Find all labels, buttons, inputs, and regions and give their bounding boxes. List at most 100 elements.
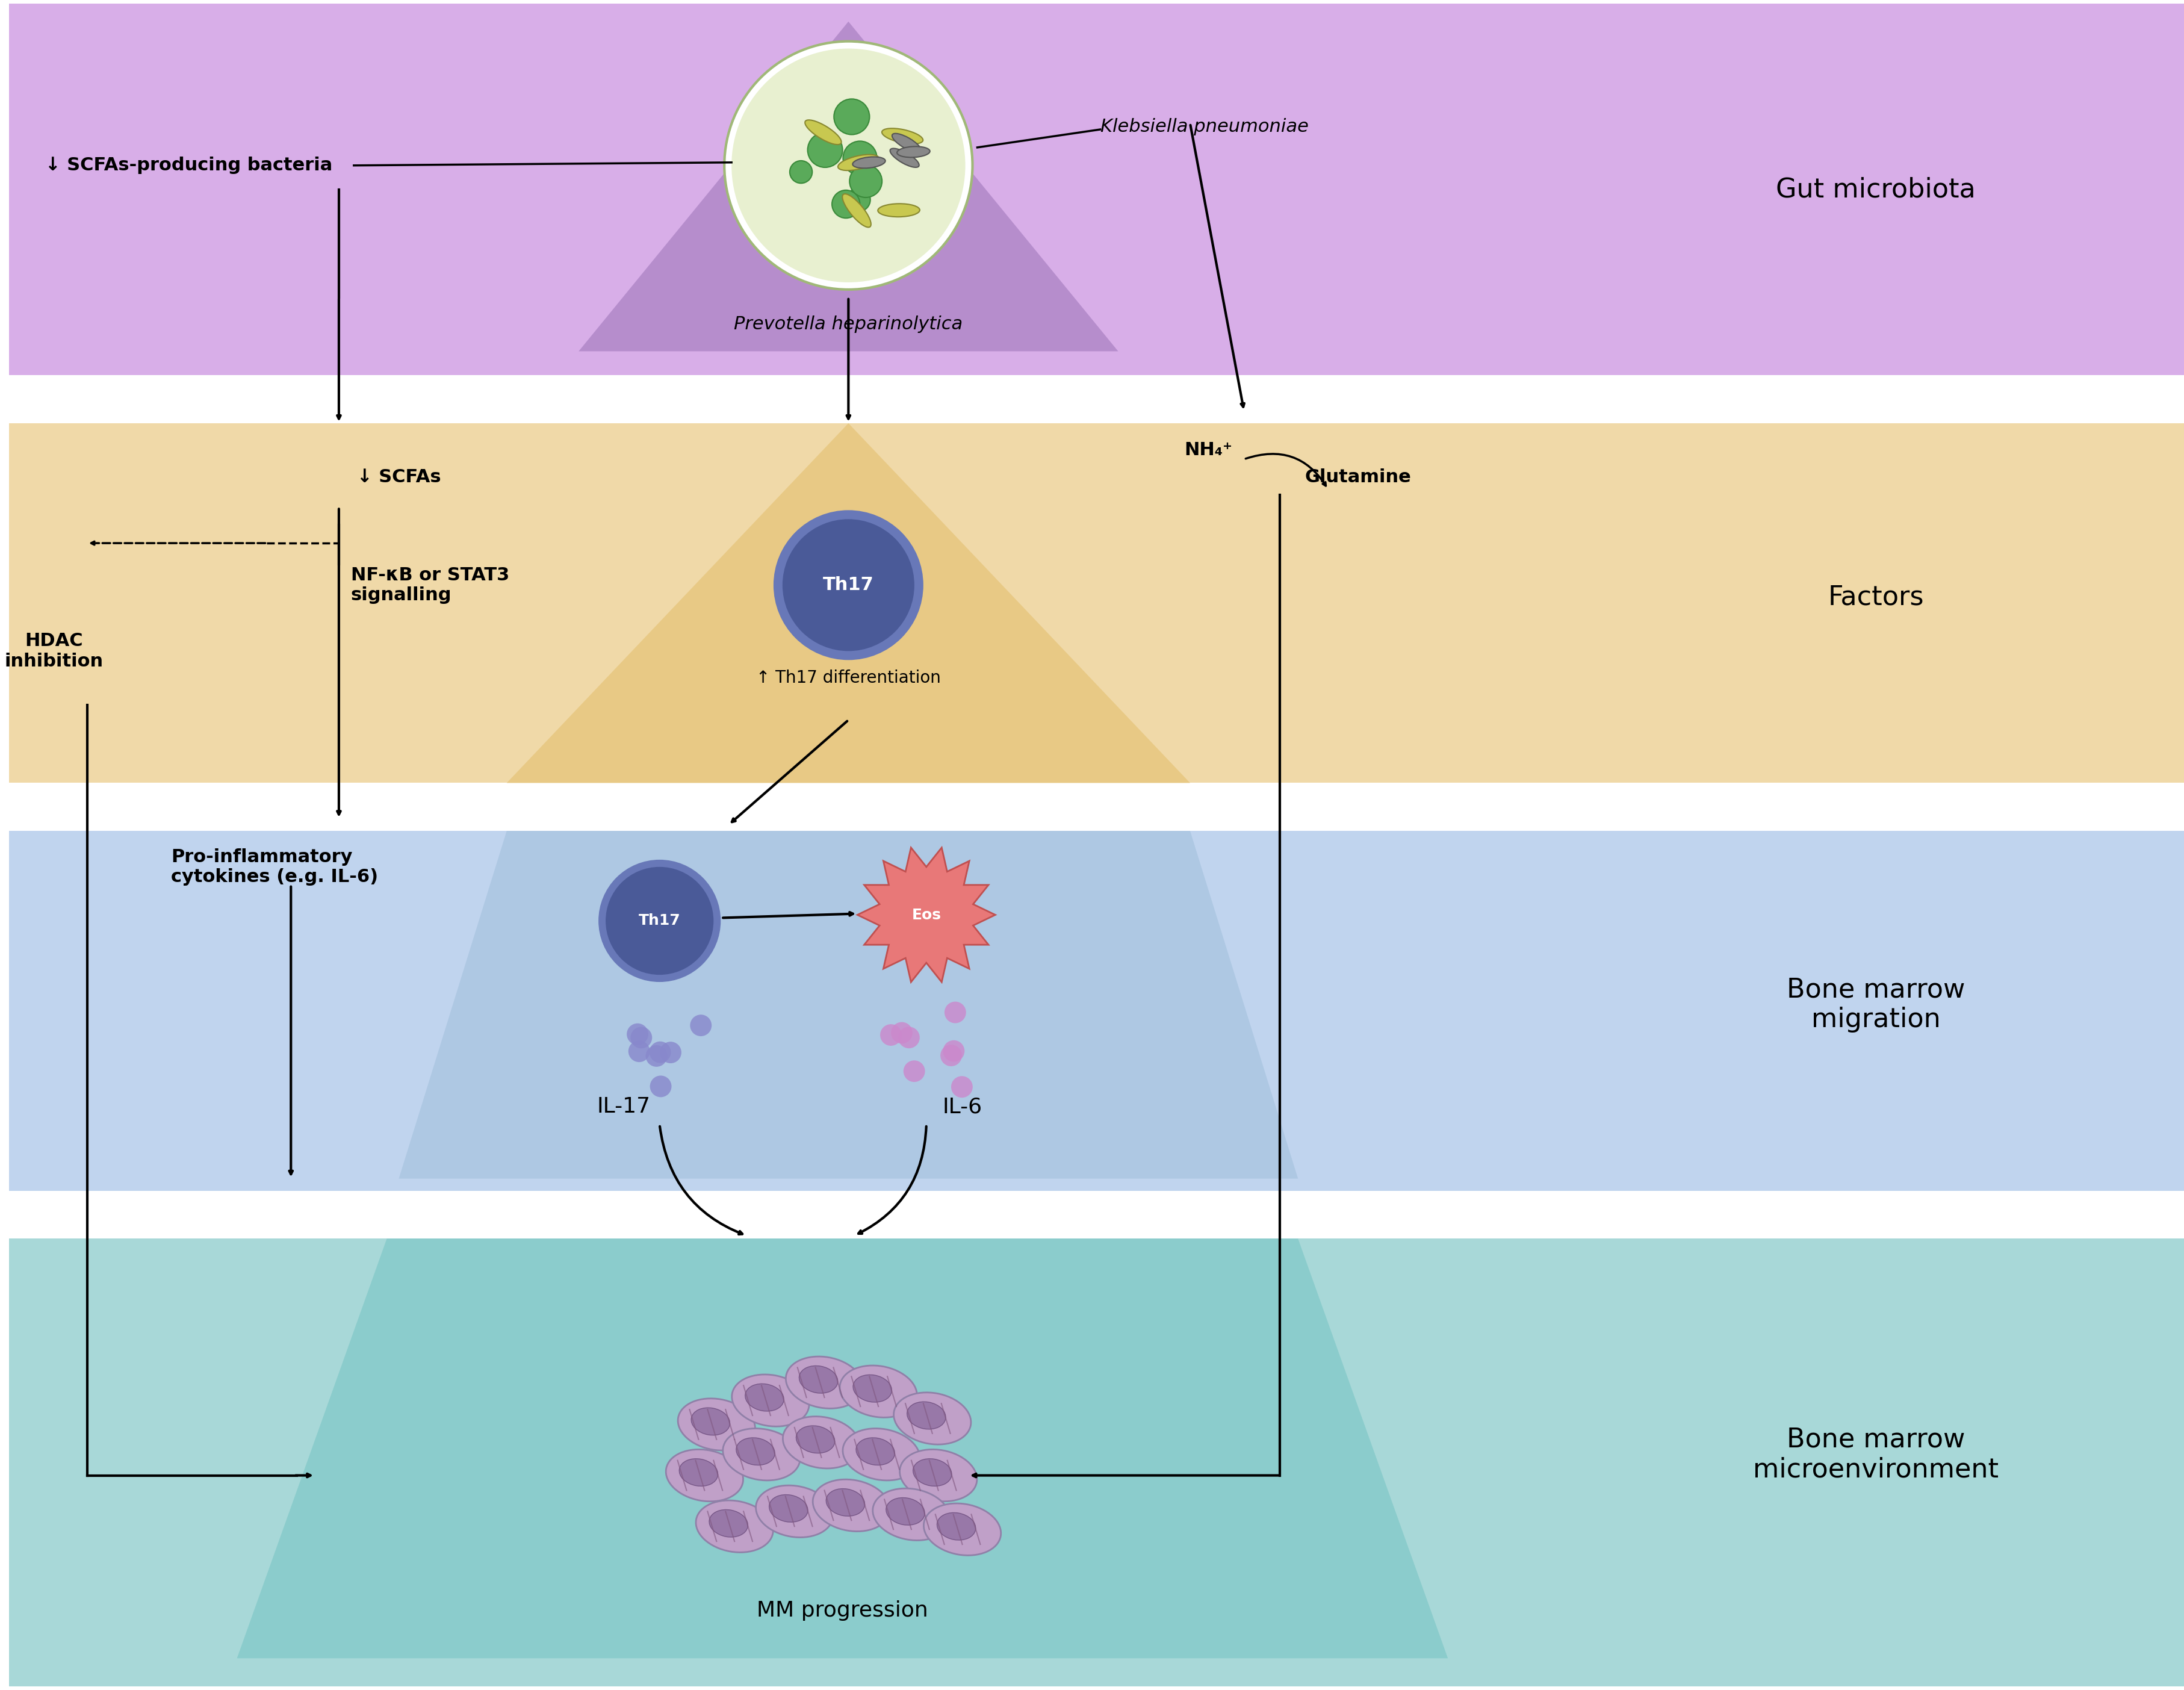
Ellipse shape xyxy=(736,1438,775,1465)
Circle shape xyxy=(660,1041,681,1063)
Circle shape xyxy=(646,1044,668,1066)
Ellipse shape xyxy=(898,147,930,157)
Ellipse shape xyxy=(891,149,919,167)
Ellipse shape xyxy=(887,1497,924,1524)
Text: ↓ SCFAs-producing bacteria: ↓ SCFAs-producing bacteria xyxy=(46,157,332,174)
Circle shape xyxy=(880,1024,902,1046)
Polygon shape xyxy=(400,831,1297,1178)
Polygon shape xyxy=(238,1239,1448,1658)
Ellipse shape xyxy=(843,1428,919,1480)
Circle shape xyxy=(904,1060,926,1082)
Circle shape xyxy=(627,1024,649,1044)
Bar xyxy=(9,3,2184,375)
Text: NH₄⁺: NH₄⁺ xyxy=(1184,441,1232,460)
Circle shape xyxy=(847,188,869,211)
Ellipse shape xyxy=(797,1426,834,1453)
Circle shape xyxy=(631,1028,653,1048)
Bar xyxy=(9,1191,2184,1239)
Circle shape xyxy=(690,1014,712,1036)
Ellipse shape xyxy=(874,1489,950,1540)
Circle shape xyxy=(629,1041,651,1061)
Circle shape xyxy=(605,867,714,975)
Circle shape xyxy=(791,161,812,183)
Circle shape xyxy=(834,100,869,135)
Text: Pro-inflammatory
cytokines (e.g. IL-6): Pro-inflammatory cytokines (e.g. IL-6) xyxy=(170,848,378,886)
Bar xyxy=(9,375,2184,422)
Ellipse shape xyxy=(812,1479,891,1531)
Ellipse shape xyxy=(913,1458,952,1486)
Circle shape xyxy=(598,860,721,982)
Ellipse shape xyxy=(723,1428,799,1480)
Circle shape xyxy=(891,1022,913,1044)
Ellipse shape xyxy=(769,1494,808,1523)
Text: NF-κB or STAT3
signalling: NF-κB or STAT3 signalling xyxy=(352,566,509,603)
Ellipse shape xyxy=(893,1393,972,1445)
Ellipse shape xyxy=(852,157,885,169)
Circle shape xyxy=(850,166,882,198)
Ellipse shape xyxy=(677,1398,756,1450)
Circle shape xyxy=(898,1028,919,1048)
Ellipse shape xyxy=(710,1509,747,1538)
Circle shape xyxy=(773,510,924,661)
Text: MM progression: MM progression xyxy=(756,1600,928,1621)
Ellipse shape xyxy=(806,120,841,145)
Ellipse shape xyxy=(666,1450,743,1501)
Ellipse shape xyxy=(843,194,871,226)
Ellipse shape xyxy=(900,1450,976,1501)
Ellipse shape xyxy=(786,1357,863,1408)
Text: ↓ SCFAs: ↓ SCFAs xyxy=(356,468,441,487)
Text: IL-17: IL-17 xyxy=(596,1097,651,1117)
Ellipse shape xyxy=(756,1486,832,1538)
Text: ↑ Th17 differentiation: ↑ Th17 differentiation xyxy=(756,669,941,686)
Ellipse shape xyxy=(697,1501,773,1553)
Ellipse shape xyxy=(679,1458,719,1486)
Polygon shape xyxy=(507,422,1190,782)
Text: IL-6: IL-6 xyxy=(943,1097,983,1117)
Bar xyxy=(9,820,2184,1191)
Text: Th17: Th17 xyxy=(823,576,874,593)
Circle shape xyxy=(732,49,965,282)
Circle shape xyxy=(943,1041,965,1061)
Circle shape xyxy=(651,1075,670,1097)
Text: Th17: Th17 xyxy=(638,914,681,928)
Ellipse shape xyxy=(882,128,924,144)
Bar xyxy=(9,1227,2184,1687)
Circle shape xyxy=(782,519,915,651)
Circle shape xyxy=(950,1077,972,1098)
Circle shape xyxy=(941,1044,961,1066)
Ellipse shape xyxy=(891,134,922,152)
Text: Glutamine: Glutamine xyxy=(1304,468,1411,487)
Polygon shape xyxy=(579,22,1118,352)
Ellipse shape xyxy=(732,1374,808,1426)
Ellipse shape xyxy=(937,1513,976,1540)
Circle shape xyxy=(808,132,843,167)
Text: Prevotella heparinolytica: Prevotella heparinolytica xyxy=(734,316,963,333)
Circle shape xyxy=(649,1041,670,1063)
Text: Bone marrow
migration: Bone marrow migration xyxy=(1787,977,1966,1033)
Ellipse shape xyxy=(745,1384,784,1411)
Text: Factors: Factors xyxy=(1828,585,1924,610)
Text: HDAC
inhibition: HDAC inhibition xyxy=(4,632,103,669)
Ellipse shape xyxy=(690,1408,729,1435)
Ellipse shape xyxy=(839,154,878,171)
Ellipse shape xyxy=(782,1416,860,1469)
Ellipse shape xyxy=(924,1504,1000,1555)
Ellipse shape xyxy=(906,1401,946,1430)
Circle shape xyxy=(943,1002,965,1022)
Bar xyxy=(9,411,2184,782)
Circle shape xyxy=(843,142,878,176)
Polygon shape xyxy=(858,848,996,982)
Circle shape xyxy=(725,41,972,289)
Ellipse shape xyxy=(856,1438,895,1465)
Text: Bone marrow
microenvironment: Bone marrow microenvironment xyxy=(1754,1426,1998,1482)
Bar xyxy=(9,782,2184,831)
Ellipse shape xyxy=(826,1489,865,1516)
Ellipse shape xyxy=(841,1366,917,1418)
Text: Gut microbiota: Gut microbiota xyxy=(1776,176,1977,203)
Circle shape xyxy=(832,191,860,218)
Ellipse shape xyxy=(799,1366,839,1393)
Text: Klebsiella pneumoniae: Klebsiella pneumoniae xyxy=(1101,118,1308,135)
Text: Eos: Eos xyxy=(911,908,941,923)
Ellipse shape xyxy=(854,1374,891,1403)
Ellipse shape xyxy=(878,204,919,216)
